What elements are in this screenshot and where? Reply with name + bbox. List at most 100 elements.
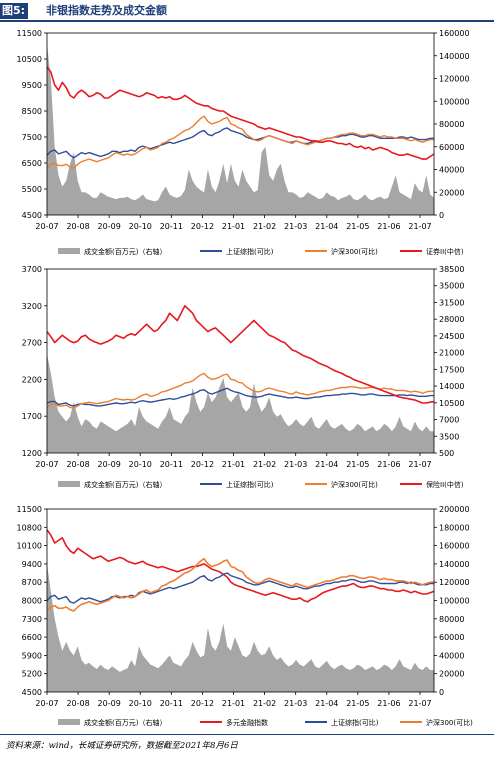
csi300-legend-label: 上证综指(可比) bbox=[331, 718, 379, 727]
y-right-tick-label: 20000 bbox=[439, 670, 464, 679]
y-right-tick-label: 21000 bbox=[439, 349, 464, 358]
y-left-tick-label: 3200 bbox=[22, 302, 42, 311]
volume-area bbox=[47, 44, 434, 216]
y-right-tick-label: 80000 bbox=[439, 615, 464, 624]
x-tick-label: 21-01 bbox=[222, 222, 245, 231]
insurance-index-chart: 1200 1700 2200 2700 3200 3700 500 3500 7000 10500… bbox=[22, 265, 465, 489]
y-left-tick-label: 8500 bbox=[22, 107, 42, 116]
series-line-1 bbox=[46, 387, 434, 407]
x-tick-label: 21-05 bbox=[346, 460, 369, 469]
y-right-tick-label: 140000 bbox=[439, 52, 470, 61]
x-tick-label: 20-11 bbox=[160, 222, 183, 231]
figure-title: 非银指数走势及成交金额 bbox=[46, 4, 167, 17]
x-tick-label: 20-11 bbox=[160, 699, 183, 708]
volume-legend-swatch bbox=[58, 248, 80, 254]
x-tick-label: 20-11 bbox=[160, 460, 183, 469]
x-tick-label: 21-04 bbox=[315, 222, 338, 231]
csi300-legend-label: 沪深300(可比) bbox=[331, 247, 378, 256]
y-left-tick-label: 5900 bbox=[22, 651, 42, 660]
x-tick-label: 21-07 bbox=[408, 699, 431, 708]
x-tick-label: 20-09 bbox=[98, 222, 121, 231]
x-tick-label: 20-09 bbox=[98, 699, 121, 708]
y-right-tick-label: 28000 bbox=[439, 315, 464, 324]
y-left-tick-label: 8000 bbox=[22, 597, 42, 606]
series-line-3 bbox=[46, 557, 434, 612]
y-left-tick-label: 10100 bbox=[17, 542, 42, 551]
y-left-tick-label: 7500 bbox=[22, 133, 42, 142]
volume-legend-label: 成交金额(百万元)（右轴） bbox=[84, 247, 166, 256]
y-left-tick-label: 6600 bbox=[22, 633, 42, 642]
y-left-tick-label: 9500 bbox=[22, 81, 42, 90]
y-left-tick-label: 10800 bbox=[17, 523, 42, 532]
x-tick-label: 20-07 bbox=[35, 699, 58, 708]
x-tick-label: 21-02 bbox=[253, 460, 276, 469]
plot-frame bbox=[46, 268, 435, 454]
y-right-tick-label: 38500 bbox=[439, 265, 464, 274]
sse-legend-label: 上证综指(可比) bbox=[226, 247, 274, 256]
y-left-tick-label: 11500 bbox=[17, 505, 42, 514]
x-tick-label: 21-03 bbox=[284, 460, 307, 469]
y-left-tick-label: 1700 bbox=[22, 412, 42, 421]
x-tick-label: 20-07 bbox=[35, 460, 58, 469]
y-right-tick-label: 120000 bbox=[439, 75, 470, 84]
y-left-tick-label: 5500 bbox=[22, 185, 42, 194]
x-tick-label: 21-06 bbox=[377, 222, 400, 231]
y-right-tick-label: 24500 bbox=[439, 332, 464, 341]
y-right-tick-label: 500 bbox=[439, 449, 454, 458]
y-left-tick-label: 1200 bbox=[22, 449, 42, 458]
series-line-3 bbox=[46, 305, 435, 404]
y-left-tick-label: 11500 bbox=[17, 29, 42, 38]
x-tick-label: 21-05 bbox=[346, 222, 369, 231]
x-tick-label: 20-08 bbox=[66, 222, 89, 231]
sse-legend-label: 上证综指(可比) bbox=[226, 480, 274, 489]
index-legend-label: 保险II(中信) bbox=[426, 480, 464, 489]
y-right-tick-label: 100000 bbox=[439, 597, 470, 606]
volume-area bbox=[47, 353, 434, 453]
y-left-tick-label: 3700 bbox=[22, 265, 42, 274]
figure-title-bar: 图5: 非银指数走势及成交金额 bbox=[0, 0, 494, 22]
index-legend-label: 证券II(中信) bbox=[426, 247, 464, 256]
y-left-tick-label: 10500 bbox=[17, 55, 42, 64]
y-right-tick-label: 100000 bbox=[439, 97, 470, 106]
y-right-tick-label: 40000 bbox=[439, 651, 464, 660]
y-right-tick-label: 0 bbox=[439, 211, 444, 220]
y-right-tick-label: 160000 bbox=[439, 29, 470, 38]
series-line-1 bbox=[46, 529, 435, 603]
y-right-tick-label: 14000 bbox=[439, 382, 464, 391]
y-left-tick-label: 8700 bbox=[22, 578, 42, 587]
source-note: 资料来源：wind，长城证券研究所，数据截至2021年8月6日 bbox=[6, 741, 238, 751]
x-tick-label: 20-07 bbox=[35, 222, 58, 231]
securities-index-chart: 4500 5500 6500 7500 8500 9500 10500 11500 0 20000… bbox=[17, 29, 470, 256]
footer-divider bbox=[0, 734, 494, 735]
y-left-tick-label: 5200 bbox=[22, 670, 42, 679]
x-tick-label: 20-08 bbox=[66, 460, 89, 469]
y-right-tick-label: 3500 bbox=[439, 432, 459, 441]
series-line-2 bbox=[46, 115, 434, 169]
y-right-tick-label: 180000 bbox=[439, 523, 470, 532]
x-tick-label: 21-01 bbox=[222, 699, 245, 708]
x-tick-label: 20-10 bbox=[129, 699, 152, 708]
y-right-tick-label: 40000 bbox=[439, 166, 464, 175]
series-line-2 bbox=[46, 372, 434, 409]
x-tick-label: 20-10 bbox=[129, 222, 152, 231]
y-left-tick-label: 2200 bbox=[22, 375, 42, 384]
y-right-tick-label: 17500 bbox=[439, 365, 464, 374]
y-right-tick-label: 60000 bbox=[439, 633, 464, 642]
y-right-tick-label: 0 bbox=[439, 688, 444, 697]
volume-legend-swatch bbox=[58, 481, 80, 487]
x-tick-label: 20-08 bbox=[66, 699, 89, 708]
x-tick-label: 20-10 bbox=[129, 460, 152, 469]
x-tick-label: 21-03 bbox=[284, 222, 307, 231]
y-right-tick-label: 60000 bbox=[439, 143, 464, 152]
csi300-legend-label: 沪深300(可比) bbox=[331, 480, 378, 489]
y-right-tick-label: 10500 bbox=[439, 399, 464, 408]
y-right-tick-label: 80000 bbox=[439, 120, 464, 129]
x-tick-label: 20-12 bbox=[191, 222, 214, 231]
volume-legend-swatch bbox=[58, 719, 80, 725]
y-left-tick-label: 7300 bbox=[22, 615, 42, 624]
x-tick-label: 21-04 bbox=[315, 699, 338, 708]
series-line-2 bbox=[46, 572, 434, 604]
y-left-tick-label: 2700 bbox=[22, 339, 42, 348]
x-tick-label: 21-04 bbox=[315, 460, 338, 469]
diversified-finance-index-chart: 4500 5200 5900 6600 7300 8000 8700 9400 10100 108… bbox=[17, 505, 474, 727]
